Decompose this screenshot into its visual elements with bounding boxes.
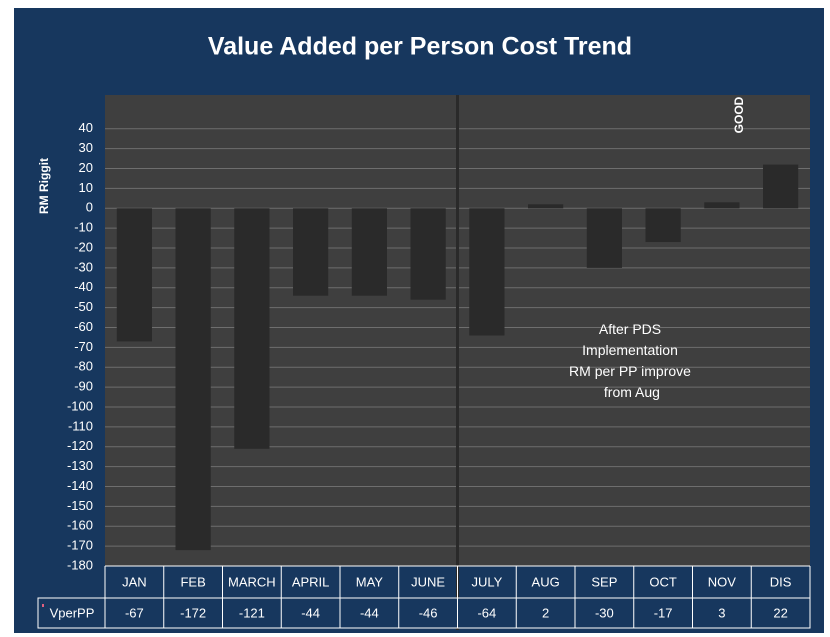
x-tick-label: JAN: [122, 574, 147, 589]
x-tick-label: APRIL: [292, 574, 330, 589]
y-tick-label: -110: [68, 418, 93, 433]
y-tick-label: -60: [74, 319, 93, 334]
y-tick-label: -150: [67, 498, 93, 513]
chart-title: Value Added per Person Cost Trend: [208, 33, 632, 61]
y-tick-label: -90: [74, 379, 93, 394]
y-tick-label: -180: [67, 557, 93, 572]
table-value: 2: [542, 605, 549, 620]
x-tick-label: MARCH: [228, 574, 276, 589]
x-tick-label: JULY: [471, 574, 502, 589]
bar: [351, 208, 387, 296]
x-tick-label: SEP: [591, 574, 617, 589]
legend-key: [42, 604, 44, 607]
y-tick-label: -120: [67, 438, 93, 453]
annotation: GOOD: [732, 96, 746, 133]
y-tick-label: -30: [74, 259, 93, 274]
table-value: -172: [180, 605, 206, 620]
table-value: 3: [718, 605, 725, 620]
x-tick-label: FEB: [180, 574, 205, 589]
x-tick-label: MAY: [356, 574, 384, 589]
annotation: After PDS Implementation RM per PP improve…: [569, 321, 691, 400]
bar: [586, 208, 622, 268]
x-tick-label: JUNE: [411, 574, 445, 589]
y-tick-label: -10: [74, 220, 93, 235]
bar: [175, 208, 211, 551]
table-value: -44: [301, 605, 320, 620]
y-tick-label: 30: [79, 140, 93, 155]
legend-label: VperPP: [50, 605, 95, 620]
bar: [116, 208, 152, 342]
y-tick-label: -80: [74, 359, 93, 374]
bar: [293, 208, 329, 296]
bar: [410, 208, 446, 300]
x-tick-label: AUG: [532, 574, 560, 589]
bar: [469, 208, 505, 336]
bar: [704, 202, 740, 209]
table-value: -46: [419, 605, 438, 620]
y-tick-label: 0: [86, 200, 93, 215]
bar: [645, 208, 681, 243]
table-value: -17: [654, 605, 673, 620]
y-tick-label: -50: [74, 299, 93, 314]
x-tick-label: DIS: [770, 574, 792, 589]
y-axis-title: RM Riggit: [37, 158, 51, 214]
x-tick-label: NOV: [708, 574, 737, 589]
bar: [528, 204, 564, 209]
x-tick-label: OCT: [649, 574, 677, 589]
y-tick-label: -20: [74, 239, 93, 254]
y-tick-label: 10: [79, 180, 93, 195]
table-value: -44: [360, 605, 379, 620]
bar: [234, 208, 270, 449]
y-tick-label: -40: [74, 279, 93, 294]
y-tick-label: 20: [79, 160, 93, 175]
y-tick-label: -100: [67, 398, 93, 413]
y-tick-label: -140: [67, 478, 93, 493]
bar: [763, 164, 799, 209]
y-tick-label: -130: [67, 458, 93, 473]
table-value: -64: [477, 605, 496, 620]
table-value: 22: [773, 605, 787, 620]
table-value: -30: [595, 605, 614, 620]
y-tick-label: -170: [67, 538, 93, 553]
y-tick-label: -160: [67, 518, 93, 533]
table-value: -121: [239, 605, 265, 620]
y-tick-label: 40: [79, 120, 93, 135]
table-value: -67: [125, 605, 144, 620]
y-tick-label: -70: [74, 339, 93, 354]
